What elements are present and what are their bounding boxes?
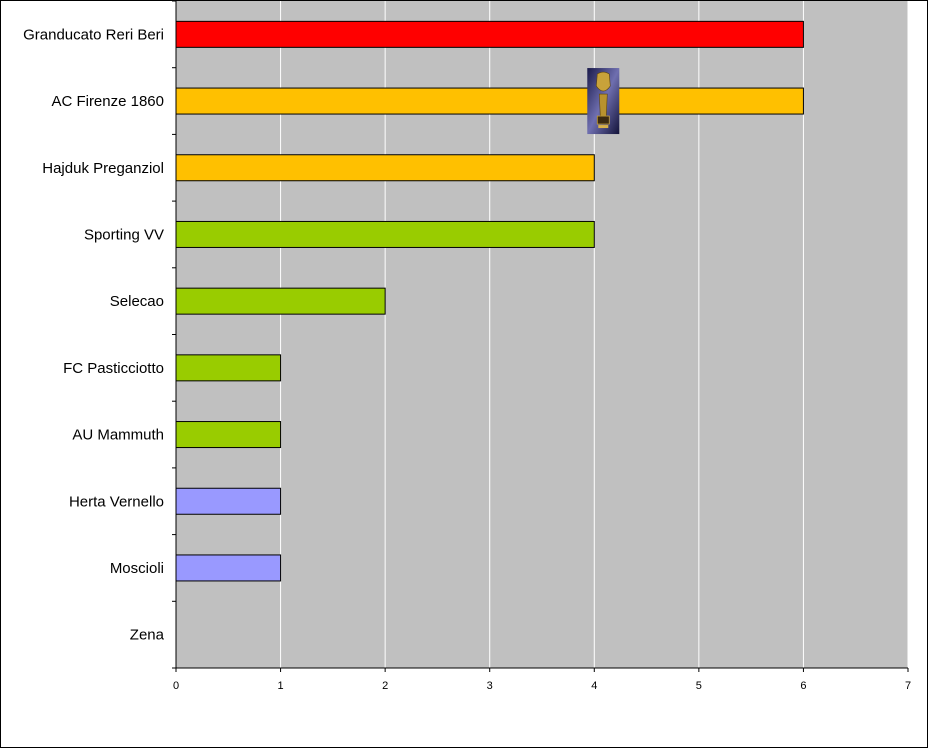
trophy-plinth: [598, 125, 609, 129]
category-label: AU Mammuth: [72, 427, 164, 444]
x-tick-label: 3: [487, 680, 493, 692]
x-tick-labels: 0 1 2 3 4 5 6 7: [173, 680, 911, 692]
bars: [175, 20, 804, 582]
bar: [175, 354, 282, 382]
x-tick-label: 5: [696, 680, 702, 692]
bar: [175, 220, 595, 248]
category-label: Hajduk Preganziol: [42, 160, 164, 177]
category-label: Moscioli: [110, 560, 164, 577]
x-tick-label: 1: [278, 680, 284, 692]
category-label: Herta Vernello: [69, 493, 164, 510]
category-label: Granducato Reri Beri: [23, 26, 164, 43]
bar: [175, 487, 282, 515]
bar: [175, 554, 282, 582]
bar: [175, 20, 804, 48]
category-label: Sporting VV: [84, 226, 164, 243]
x-tick-label: 2: [382, 680, 388, 692]
bar: [175, 421, 282, 449]
trophy-cup: [595, 71, 611, 92]
trophy-stem: [598, 93, 608, 117]
bar: [175, 154, 595, 182]
x-tick-label: 6: [800, 680, 806, 692]
bar: [175, 87, 804, 115]
category-label: Zena: [130, 627, 165, 644]
category-label: FC Pasticciotto: [63, 360, 164, 377]
x-tick-label: 0: [173, 680, 179, 692]
category-label: Selecao: [110, 293, 164, 310]
trophy-base: [596, 115, 610, 125]
world-cup-trophy-icon: [587, 68, 620, 135]
category-label: AC Firenze 1860: [51, 93, 164, 110]
category-labels: Granducato Reri Beri AC Firenze 1860 Hajdu…: [23, 26, 165, 643]
axes: [172, 1, 909, 672]
bar: [175, 287, 386, 315]
x-tick-label: 4: [591, 680, 597, 692]
x-tick-label: 7: [905, 680, 911, 692]
